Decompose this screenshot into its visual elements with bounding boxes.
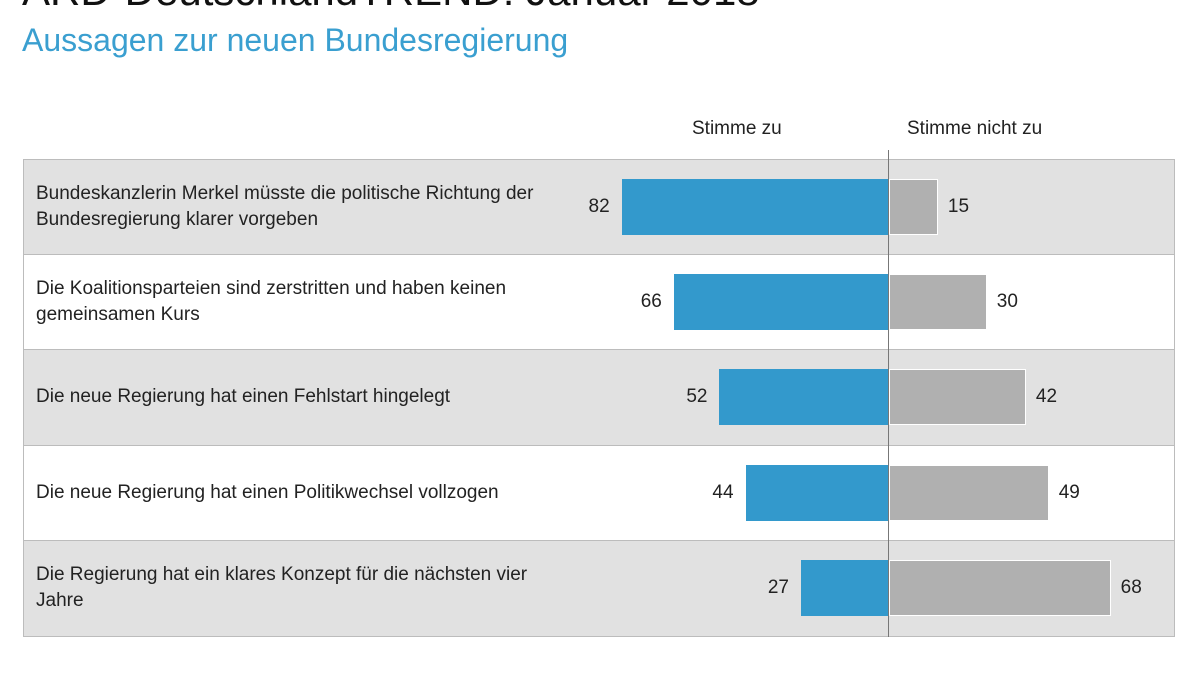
bar-agree: [745, 464, 889, 521]
table-row: Die Koalitionsparteien sind zerstritten …: [24, 255, 1174, 351]
bar-agree: [673, 274, 889, 331]
table-row: Die neue Regierung hat einen Politikwech…: [24, 445, 1174, 541]
chart-table: Bundeskanzlerin Merkel müsste die politi…: [23, 159, 1175, 637]
table-row: Die Regierung hat ein klares Konzept für…: [24, 540, 1174, 636]
bar-disagree: [889, 464, 1049, 521]
legend-agree: Stimme zu: [692, 118, 782, 139]
value-disagree: 30: [996, 291, 1018, 313]
value-agree: 82: [588, 196, 610, 218]
value-disagree: 42: [1035, 386, 1058, 408]
category-label: Die Regierung hat ein klares Konzept für…: [36, 564, 528, 612]
category-label: Die Koalitionsparteien sind zerstritten …: [36, 278, 507, 326]
bar-disagree: [889, 274, 987, 331]
legend-disagree: Stimme nicht zu: [907, 118, 1043, 139]
center-axis: [888, 150, 889, 637]
category-label: Die neue Regierung hat einen Fehlstart h…: [36, 386, 451, 408]
bar-agree: [621, 179, 889, 236]
value-disagree: 49: [1058, 481, 1080, 503]
value-agree: 44: [712, 481, 734, 503]
value-disagree: 15: [947, 196, 970, 218]
bar-disagree: [889, 560, 1111, 617]
chart-title: ARD-DeutschlandTREND: Januar 2018: [22, 0, 760, 15]
bar-disagree: [889, 179, 938, 236]
bar-agree: [800, 560, 889, 617]
value-agree: 52: [686, 386, 708, 408]
value-disagree: 68: [1120, 577, 1142, 599]
value-agree: 66: [640, 291, 662, 313]
chart-subtitle: Aussagen zur neuen Bundesregierung: [22, 22, 569, 58]
value-agree: 27: [767, 577, 789, 599]
bar-agree: [719, 369, 889, 426]
category-label: Die neue Regierung hat einen Politikwech…: [36, 481, 499, 503]
table-row: Die neue Regierung hat einen Fehlstart h…: [24, 350, 1174, 446]
bar-disagree: [889, 369, 1026, 426]
table-row: Bundeskanzlerin Merkel müsste die politi…: [24, 160, 1174, 256]
category-label: Bundeskanzlerin Merkel müsste die politi…: [36, 183, 534, 231]
